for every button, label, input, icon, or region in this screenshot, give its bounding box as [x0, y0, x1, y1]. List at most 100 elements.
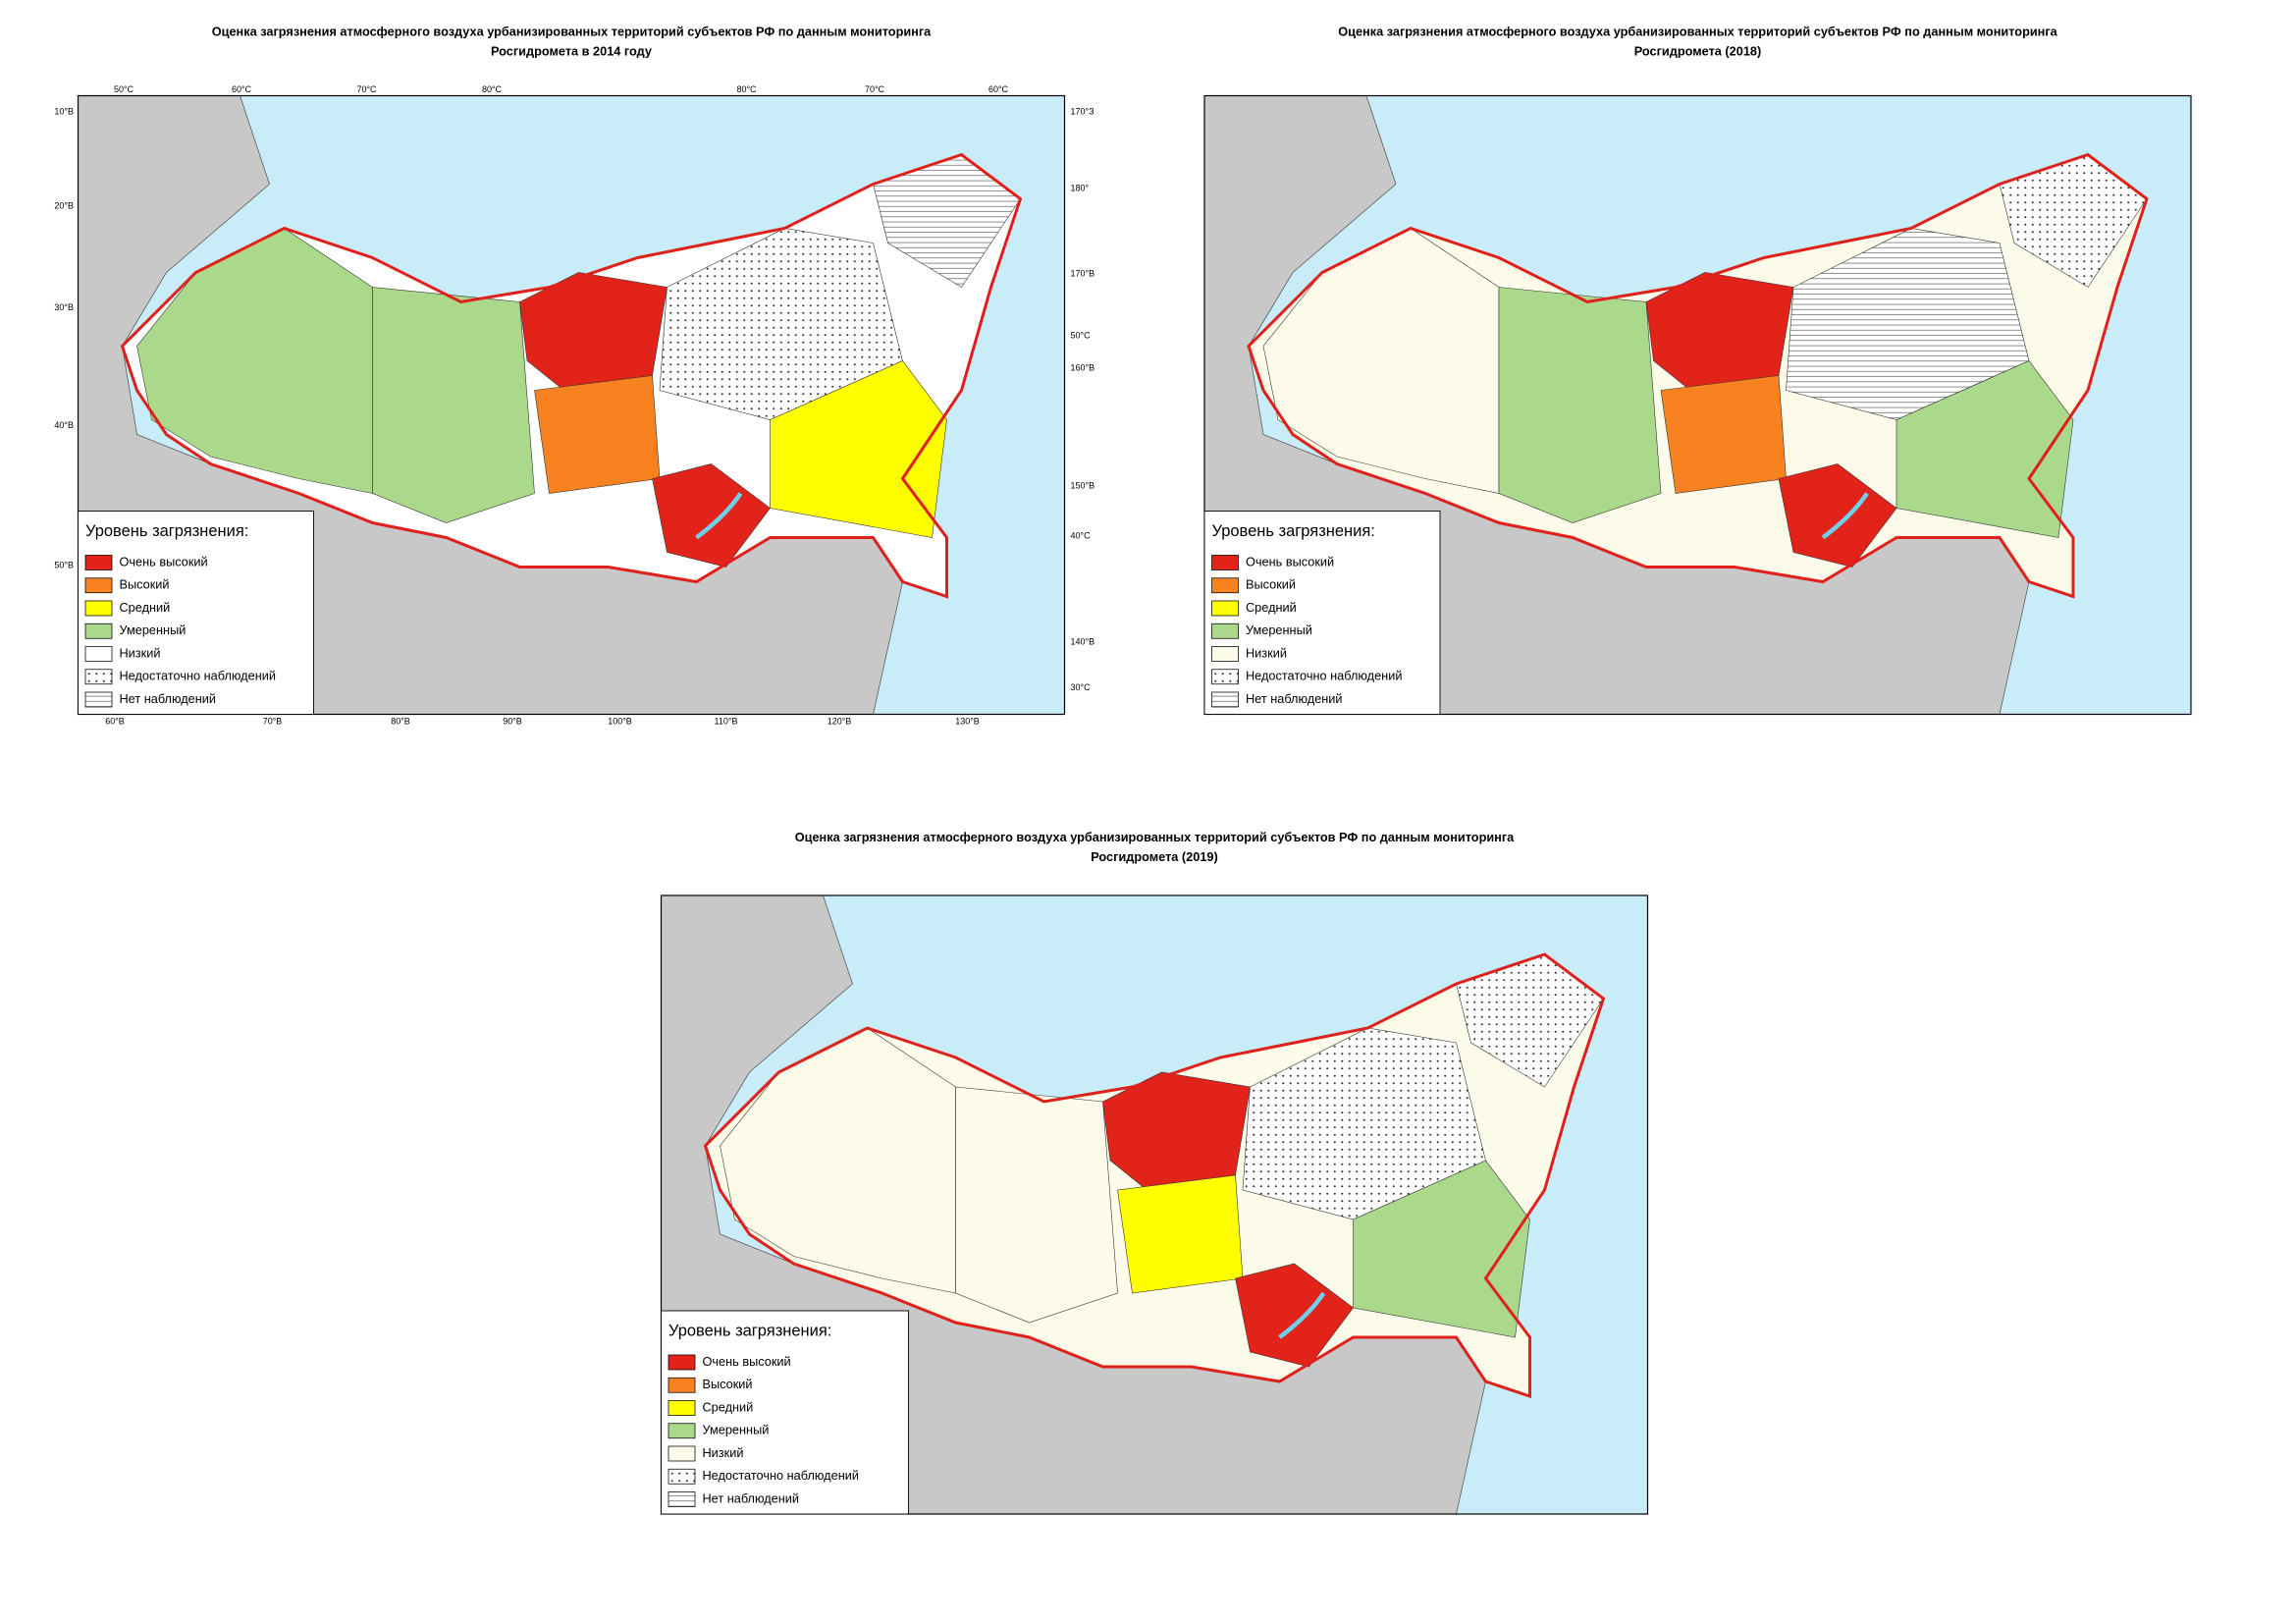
legend-label: Высокий — [703, 1377, 753, 1391]
lake-baikal — [1821, 492, 1869, 540]
legend-swatch — [1211, 577, 1239, 594]
legend-swatch — [84, 646, 113, 662]
map-title: Росгидромета (2019) — [1091, 849, 1217, 864]
legend-swatch — [84, 577, 113, 594]
legend-label: Очень высокий — [1246, 554, 1334, 568]
region — [955, 1086, 1118, 1324]
legend-swatch — [1211, 600, 1239, 617]
legend-label: Умеренный — [120, 623, 187, 637]
region — [1353, 1160, 1530, 1338]
graticule-label: 30°В — [54, 302, 74, 312]
graticule-label: 120°В — [828, 716, 852, 726]
graticule-label: 50°С — [114, 84, 134, 94]
legend-swatch — [84, 623, 113, 639]
legend-label: Средний — [120, 600, 171, 615]
graticule-label: 20°В — [54, 200, 74, 210]
graticule-label: 50°В — [54, 560, 74, 569]
legend-box — [1203, 511, 1441, 715]
legend-title: Уровень загрязнения: — [668, 1322, 831, 1339]
graticule-label: 30°С — [1071, 682, 1092, 692]
legend-swatch — [84, 669, 113, 685]
legend-label: Нет наблюдений — [1246, 691, 1343, 706]
graticule-label: 80°В — [391, 716, 410, 726]
region — [1117, 1174, 1244, 1294]
legend-swatch — [84, 600, 113, 617]
legend-label: Средний — [1246, 600, 1297, 615]
legend-label: Нет наблюдений — [120, 691, 217, 706]
region — [1896, 360, 2074, 538]
legend-swatch — [1211, 646, 1239, 662]
legend-swatch — [667, 1468, 696, 1485]
map: Уровень загрязнения: Очень высокий Высокий… — [1203, 94, 2192, 716]
graticule-label: 40°В — [54, 420, 74, 430]
graticule-label: 40°С — [1071, 530, 1092, 540]
legend-title: Уровень загрязнения: — [1212, 522, 1375, 540]
map-title: Росгидромета в 2014 году — [491, 44, 653, 59]
legend-swatch — [1211, 623, 1239, 639]
graticule-label: 10°В — [54, 106, 74, 116]
legend-label: Нет наблюдений — [703, 1490, 800, 1505]
graticule-label: 110°В — [715, 716, 738, 726]
legend-swatch — [84, 555, 113, 570]
legend-swatch — [667, 1445, 696, 1462]
graticule-label: 80°С — [736, 84, 757, 94]
legend-label: Очень высокий — [703, 1354, 791, 1369]
region — [534, 375, 661, 494]
region — [1778, 463, 1897, 568]
graticule-label: 150°В — [1071, 480, 1095, 490]
russia-border — [1247, 152, 2149, 599]
legend-label: Высокий — [120, 577, 170, 592]
legend-swatch — [667, 1377, 696, 1393]
region — [770, 360, 947, 538]
map: Уровень загрязнения: Очень высокий Высокий… — [660, 894, 1649, 1515]
graticule-label: 100°В — [608, 716, 632, 726]
graticule-label: 70°С — [865, 84, 885, 94]
map-body — [1204, 95, 2191, 715]
legend-label: Низкий — [120, 645, 161, 660]
map-frame — [660, 894, 1649, 1515]
legend-swatch — [667, 1423, 696, 1439]
lake-baikal — [695, 492, 743, 540]
region — [1498, 287, 1662, 523]
legend-swatch — [1211, 691, 1239, 708]
legend-label: Недостаточно наблюдений — [120, 669, 276, 683]
legend-label: Умеренный — [1246, 623, 1312, 637]
legend-swatch — [84, 691, 113, 708]
graticule-label: 180° — [1071, 183, 1090, 192]
legend-swatch — [667, 1354, 696, 1371]
russia-border — [120, 152, 1023, 599]
legend-label: Недостаточно наблюдений — [1246, 669, 1402, 683]
legend-label: Умеренный — [703, 1423, 770, 1437]
map: Уровень загрязнения: Очень высокий Высокий… — [54, 84, 1095, 726]
graticule-label: 60°С — [232, 84, 252, 94]
graticule-label: 60°С — [988, 84, 1009, 94]
legend-swatch — [1211, 555, 1239, 570]
legend-title: Уровень загрязнения: — [85, 522, 248, 540]
legend-box — [78, 511, 314, 715]
legend-label: Низкий — [1246, 645, 1287, 660]
legend-label: Очень высокий — [120, 554, 208, 568]
legend-label: Низкий — [703, 1445, 744, 1460]
graticule-label: 170°З — [1071, 106, 1095, 116]
legend-label: Недостаточно наблюдений — [703, 1468, 859, 1483]
legend-box — [661, 1310, 909, 1515]
map-title: Оценка загрязнения атмосферного воздуха … — [212, 24, 932, 38]
graticule-label: 160°В — [1071, 362, 1095, 372]
legend-label: Высокий — [1246, 577, 1296, 592]
graticule-label: 50°С — [1071, 330, 1092, 340]
graticule-label: 130°В — [955, 716, 980, 726]
map-title: Оценка загрязнения атмосферного воздуха … — [1338, 24, 2057, 38]
russia-border — [703, 952, 1606, 1399]
lake-baikal — [1278, 1291, 1326, 1339]
region — [1660, 375, 1787, 494]
region — [652, 463, 771, 568]
map-frame — [77, 94, 1066, 716]
graticule-label: 90°В — [503, 716, 522, 726]
map-title: Росгидромета (2018) — [1634, 44, 1761, 59]
map-title: Оценка загрязнения атмосферного воздуха … — [795, 830, 1515, 844]
legend-label: Средний — [703, 1399, 754, 1414]
graticule-label: 70°С — [356, 84, 377, 94]
region — [372, 287, 535, 523]
